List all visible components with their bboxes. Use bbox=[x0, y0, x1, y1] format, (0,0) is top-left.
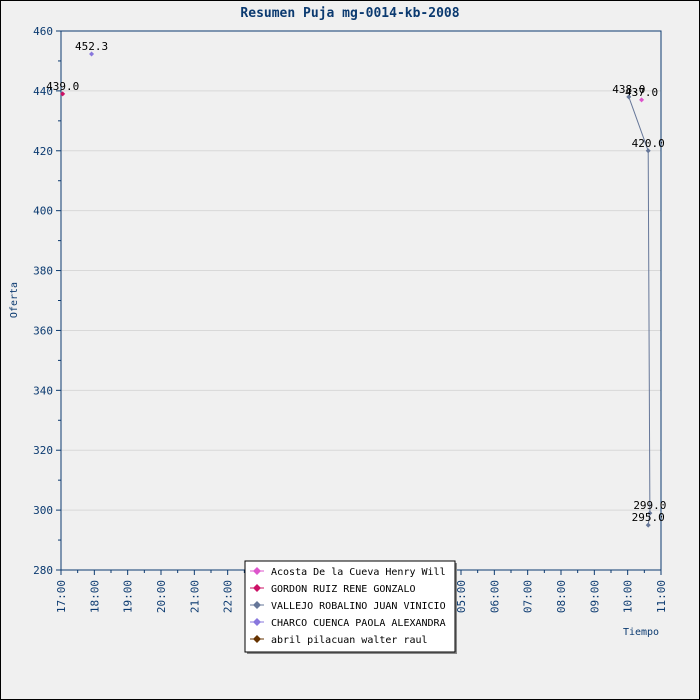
data-label: 438.0 bbox=[612, 83, 645, 96]
legend-entry: GORDON RUIZ RENE GONZALO bbox=[271, 584, 416, 595]
legend-entry: Acosta De la Cueva Henry Will bbox=[271, 567, 446, 578]
data-point bbox=[89, 51, 95, 57]
x-tick-label: 18:00 bbox=[88, 580, 101, 613]
x-tick-label: 11:00 bbox=[655, 580, 668, 613]
y-tick-label: 300 bbox=[33, 504, 53, 517]
chart-title: Resumen Puja mg-0014-kb-2008 bbox=[240, 6, 459, 21]
data-point bbox=[639, 97, 645, 103]
series-3: 452.3 bbox=[75, 40, 108, 57]
x-tick-label: 07:00 bbox=[522, 580, 535, 613]
data-point bbox=[626, 94, 632, 100]
legend-swatch-marker bbox=[253, 601, 261, 609]
x-tick-label: 10:00 bbox=[622, 580, 635, 613]
y-axis-label: Oferta bbox=[9, 282, 20, 318]
data-point bbox=[645, 522, 651, 528]
data-label: 439.0 bbox=[46, 80, 79, 93]
data-point bbox=[60, 91, 66, 97]
x-tick-label: 22:00 bbox=[222, 580, 235, 613]
series-1: 439.0 bbox=[46, 80, 79, 97]
legend-entry: VALLEJO ROBALINO JUAN VINICIO bbox=[271, 601, 446, 612]
series-line bbox=[628, 96, 651, 526]
x-tick-label: 21:00 bbox=[188, 580, 201, 613]
legend-box bbox=[244, 560, 456, 653]
data-label: 295.0 bbox=[632, 511, 665, 524]
legend-entry: abril pilacuan walter raul bbox=[271, 635, 428, 646]
y-tick-label: 280 bbox=[33, 564, 53, 577]
data-point bbox=[647, 510, 653, 516]
x-tick-label: 19:00 bbox=[122, 580, 135, 613]
x-tick-label: 06:00 bbox=[488, 580, 501, 613]
x-tick-label: 09:00 bbox=[588, 580, 601, 613]
y-tick-label: 420 bbox=[33, 145, 53, 158]
grid-lines bbox=[61, 90, 661, 511]
x-tick-label: 05:00 bbox=[455, 580, 468, 613]
x-tick-label: 20:00 bbox=[155, 580, 168, 613]
data-point bbox=[645, 148, 651, 154]
y-tick-label: 340 bbox=[33, 384, 53, 397]
data-label: 299.0 bbox=[633, 499, 666, 512]
y-tick-label: 400 bbox=[33, 205, 53, 218]
x-tick-label: 17:00 bbox=[55, 580, 68, 613]
y-tick-label: 320 bbox=[33, 444, 53, 457]
plot-area bbox=[60, 30, 662, 571]
y-axis: 280 300 320 340 360 380 400 420 440 460 bbox=[33, 25, 61, 577]
x-tick-label: 08:00 bbox=[555, 580, 568, 613]
series-0: 437.0 bbox=[625, 86, 658, 103]
legend-swatch-marker bbox=[253, 584, 261, 592]
legend-swatch-marker bbox=[253, 618, 261, 626]
y-tick-label: 440 bbox=[33, 85, 53, 98]
legend: Acosta De la Cueva Henry Will GORDON RUIZ… bbox=[244, 560, 457, 654]
data-label: 437.0 bbox=[625, 86, 658, 99]
legend-swatch-marker bbox=[253, 635, 261, 643]
y-tick-label: 360 bbox=[33, 324, 53, 337]
data-label: 452.3 bbox=[75, 40, 108, 53]
data-label: 420.0 bbox=[632, 137, 665, 150]
y-tick-label: 460 bbox=[33, 25, 53, 38]
legend-swatch-marker bbox=[253, 567, 261, 575]
y-tick-label: 380 bbox=[33, 265, 53, 278]
x-axis-label: Tiempo bbox=[623, 627, 659, 638]
legend-entry: CHARCO CUENCA PAOLA ALEXANDRA bbox=[271, 618, 446, 629]
